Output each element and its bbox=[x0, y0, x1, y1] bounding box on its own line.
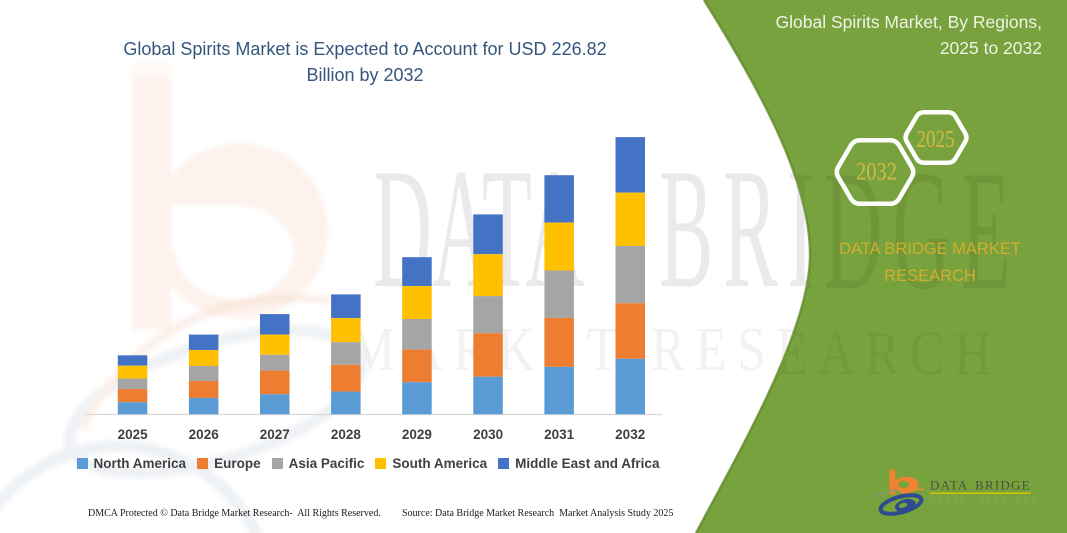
svg-text:2032: 2032 bbox=[856, 158, 897, 185]
svg-text:2031: 2031 bbox=[544, 427, 575, 442]
svg-text:MARKET RESEARCH: MARKET RESEARCH bbox=[350, 319, 1002, 388]
svg-text:2029: 2029 bbox=[402, 427, 432, 442]
svg-text:2027: 2027 bbox=[260, 427, 290, 442]
svg-text:2025: 2025 bbox=[118, 427, 149, 442]
svg-text:2026: 2026 bbox=[189, 427, 220, 442]
svg-text:2028: 2028 bbox=[331, 427, 362, 442]
svg-text:DATA BRIDGE: DATA BRIDGE bbox=[930, 478, 1031, 493]
svg-text:2025: 2025 bbox=[917, 127, 955, 153]
svg-text:MARKET RESEARCH: MARKET RESEARCH bbox=[930, 499, 1039, 506]
svg-text:2032: 2032 bbox=[615, 427, 645, 442]
svg-text:2030: 2030 bbox=[473, 427, 503, 442]
